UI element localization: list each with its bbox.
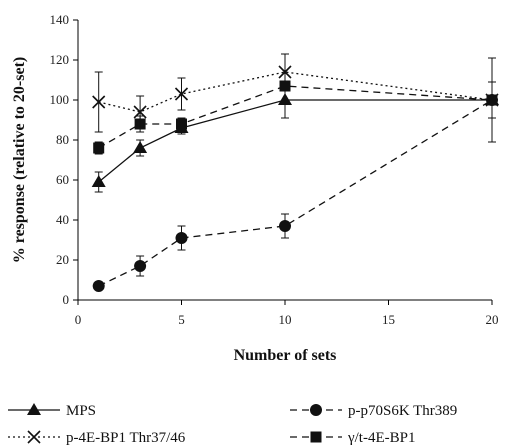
series-line <box>98 99 493 287</box>
legend-label: p-p70S6K Thr389 <box>348 403 457 419</box>
data-point <box>133 105 147 119</box>
y-tick-label: 60 <box>56 172 69 187</box>
x-tick-label: 0 <box>75 312 82 327</box>
series-line <box>98 99 492 183</box>
y-tick-label: 0 <box>63 292 70 307</box>
legend-marker <box>310 431 322 443</box>
data-point <box>175 232 188 244</box>
series-layer <box>91 53 499 292</box>
series-line <box>98 71 493 113</box>
series-cross <box>92 53 499 143</box>
data-point <box>92 280 105 292</box>
y-tick-label: 40 <box>56 212 69 227</box>
data-point <box>174 87 189 101</box>
x-tick-label: 20 <box>486 312 499 327</box>
legend-entry: p-4E-BP1 Thr37/46 <box>8 430 186 446</box>
data-point <box>134 260 147 272</box>
y-tick-label: 120 <box>50 52 70 67</box>
y-tick-label: 100 <box>50 92 70 107</box>
y-tick-label: 80 <box>56 132 69 147</box>
legend-marker <box>310 404 322 416</box>
data-point <box>485 93 499 107</box>
y-tick-label: 20 <box>56 252 69 267</box>
legend-marker <box>27 403 41 415</box>
data-point <box>278 93 292 105</box>
data-point <box>278 65 292 79</box>
x-tick-label: 5 <box>178 312 185 327</box>
legend-label: MPS <box>66 403 96 419</box>
legend-entry: MPS <box>8 403 96 419</box>
data-point <box>91 175 106 187</box>
legend-entry: p-p70S6K Thr389 <box>290 403 457 419</box>
legend: MPS p-p70S6K Thr389 p-4E-BP1 Thr37/46 γ/t-4… <box>8 403 457 446</box>
x-tick-label: 10 <box>279 312 292 327</box>
legend-marker <box>27 430 41 444</box>
legend-label: γ/t-4E-BP1 <box>347 430 415 446</box>
series-triangle <box>91 81 499 193</box>
data-point <box>174 121 189 133</box>
y-axis-title: % response (relative to 20-set) <box>11 57 28 263</box>
y-tick-label: 140 <box>50 12 70 27</box>
data-point <box>133 141 148 153</box>
data-point <box>279 220 291 232</box>
y-ticks: 0 20 40 60 80 100 120 140 <box>50 12 78 307</box>
series-line <box>98 85 493 149</box>
legend-label: p-4E-BP1 Thr37/46 <box>66 430 186 446</box>
series-square <box>93 80 498 155</box>
data-point <box>93 142 105 154</box>
legend-entry: γ/t-4E-BP1 <box>290 430 415 446</box>
x-tick-label: 15 <box>382 312 395 327</box>
data-point <box>92 95 106 109</box>
x-ticks: 0 5 10 15 20 <box>75 300 499 327</box>
x-axis-title: Number of sets <box>234 347 337 364</box>
